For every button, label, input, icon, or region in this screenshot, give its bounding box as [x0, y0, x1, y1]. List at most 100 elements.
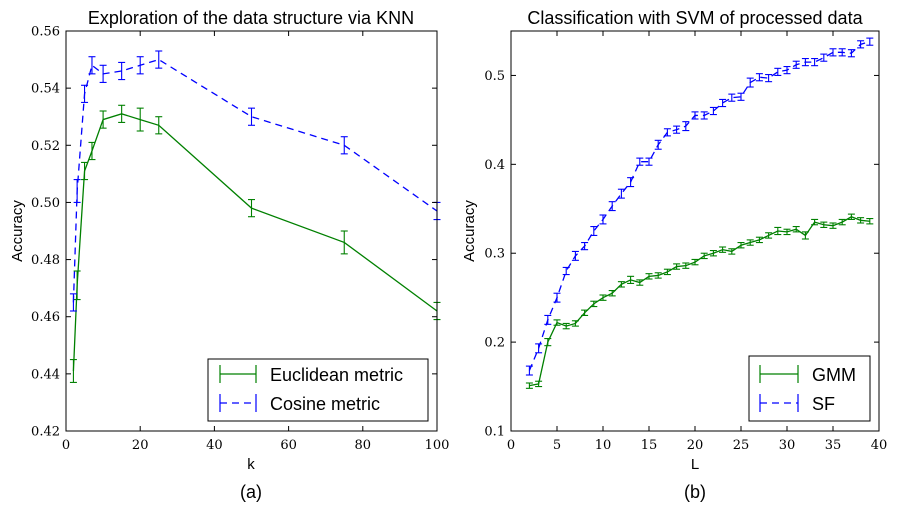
chart-svm: Classification with SVM of processed dat…: [461, 8, 887, 502]
x-tick-label: 40: [206, 438, 223, 453]
y-tick-label: 0.42: [31, 425, 60, 440]
error-bar: [728, 248, 736, 255]
error-bar: [654, 139, 662, 150]
error-bar: [136, 56, 144, 75]
chart-marks: [69, 50, 441, 383]
error-bar: [857, 40, 865, 49]
error-bar: [636, 157, 644, 166]
error-bar: [599, 214, 607, 225]
legend-symbol-sf: [759, 394, 799, 412]
caption: (b): [684, 482, 706, 502]
error-bar: [783, 66, 791, 75]
x-tick-label: 25: [733, 438, 750, 453]
legend-symbol-euclidean: [219, 365, 257, 383]
error-bar: [719, 98, 727, 108]
error-bar: [155, 116, 163, 135]
y-tick-label: 0.3: [484, 247, 505, 262]
chart-knn: Exploration of the data structure via KN…: [9, 8, 449, 502]
error-bar: [81, 84, 89, 103]
error-bar: [136, 107, 144, 132]
error-bar: [700, 111, 708, 120]
error-bar: [783, 228, 791, 236]
y-axis-label: Accuracy: [461, 200, 478, 262]
error-bar: [847, 49, 855, 58]
error-bar: [737, 242, 745, 249]
x-tick-label: 0: [62, 438, 70, 453]
error-bar: [709, 106, 717, 116]
error-bar: [599, 294, 607, 301]
error-bar: [691, 111, 699, 120]
caption: (a): [240, 482, 262, 502]
error-bar: [820, 221, 828, 228]
error-bar: [553, 319, 561, 326]
error-bar: [535, 343, 543, 354]
error-bar: [673, 263, 681, 270]
legend: GMM SF: [748, 355, 871, 422]
error-bar: [627, 275, 635, 284]
error-bar: [608, 201, 616, 212]
x-tick-label: 40: [871, 438, 888, 453]
error-bar: [801, 58, 809, 67]
x-tick-label: 15: [641, 438, 658, 453]
error-bar: [340, 136, 348, 155]
x-tick-label: 20: [132, 438, 149, 453]
error-bar: [774, 226, 782, 236]
error-bar: [755, 73, 763, 82]
y-tick-label: 0.52: [31, 139, 60, 154]
x-axis-label: k: [247, 456, 255, 473]
error-bar: [866, 37, 874, 46]
error-bar: [746, 239, 754, 246]
error-bar: [248, 107, 255, 126]
error-bar: [774, 67, 782, 76]
x-tick-label: 10: [595, 438, 612, 453]
error-bar: [562, 266, 570, 276]
error-bar: [81, 161, 89, 181]
series-line: [528, 41, 870, 371]
error-bar: [88, 56, 96, 75]
error-bar: [608, 290, 616, 297]
chart-marks: [525, 37, 874, 389]
chart-title: Exploration of the data structure via KN…: [88, 8, 414, 28]
legend-symbol-gmm: [759, 365, 799, 383]
error-bar: [340, 230, 348, 255]
y-tick-label: 0.54: [31, 82, 60, 97]
error-bar: [88, 141, 96, 161]
legend-label-euclidean: Euclidean metric: [270, 365, 403, 385]
error-bar: [525, 382, 533, 389]
error-bar: [544, 338, 552, 347]
error-bar: [248, 199, 255, 218]
error-bar: [544, 314, 552, 325]
error-bar: [581, 242, 589, 251]
error-bar: [691, 258, 699, 266]
y-tick-label: 0.46: [31, 310, 60, 325]
legend: Euclidean metric Cosine metric: [207, 358, 429, 422]
error-bar: [682, 262, 690, 269]
axis-ticks: 0 5 10 15 20 25 30 35 40 0.1 0.2 0.3 0.4 0.5: [484, 31, 887, 453]
error-bar: [69, 293, 77, 312]
error-bar: [682, 121, 690, 132]
error-bar: [792, 60, 800, 69]
y-tick-label: 0.2: [484, 336, 505, 351]
y-tick-label: 0.56: [31, 25, 60, 40]
x-tick-label: 80: [355, 438, 372, 453]
error-bar: [829, 222, 837, 229]
legend-symbol-cosine: [219, 394, 257, 412]
error-bar: [645, 157, 653, 166]
error-bar: [811, 58, 819, 67]
x-tick-label: 100: [425, 438, 450, 453]
error-bar: [792, 226, 800, 233]
x-tick-label: 35: [825, 438, 842, 453]
legend-label-gmm: GMM: [812, 365, 856, 385]
error-bar: [829, 48, 837, 57]
x-axis-label: L: [691, 456, 699, 473]
error-bar: [728, 93, 736, 102]
error-bar: [73, 270, 81, 301]
error-bar: [801, 231, 809, 240]
error-bar: [866, 218, 874, 225]
error-bar: [645, 273, 653, 280]
error-bar: [562, 322, 570, 330]
error-bar: [571, 320, 579, 327]
y-axis-label: Accuracy: [9, 200, 26, 262]
error-bar: [155, 50, 163, 69]
